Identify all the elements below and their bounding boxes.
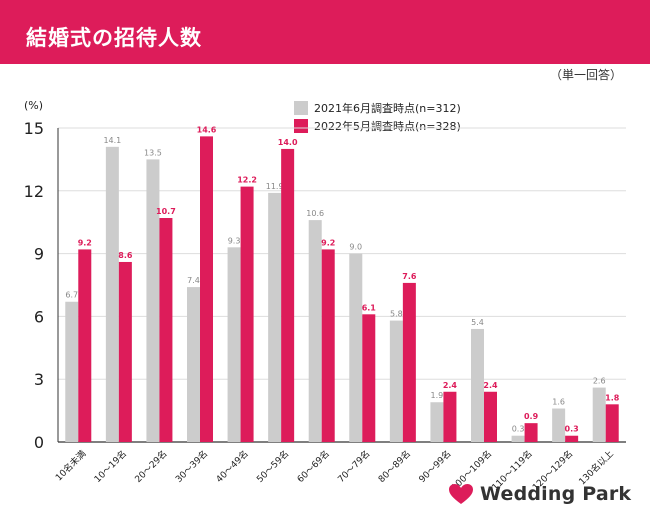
bar-2022 [118,261,132,442]
data-label: 2.4 [443,381,458,390]
y-axis-unit: (%) [24,99,44,112]
bar-2022 [605,404,619,442]
bar-2021 [187,287,200,442]
legend-swatch-2022 [294,119,308,133]
data-label: 8.6 [118,251,133,260]
data-label: 0.9 [524,412,539,421]
data-label: 2.4 [483,381,498,390]
x-tick-label: 20〜29名 [132,448,169,485]
bar-2021 [592,387,606,442]
answer-type-note: （単一回答） [549,68,622,82]
page-title: 結婚式の招待人数 [26,26,202,50]
data-label: 14.0 [278,138,298,147]
x-tick-label: 80〜89名 [376,448,413,485]
bar-2022 [159,218,173,442]
bar-2022 [78,249,92,442]
bar-2021 [511,435,525,442]
legend-swatch-2021 [294,101,308,115]
x-tick-label: 70〜79名 [335,448,372,485]
legend-label-2022: 2022年5月調査時点(n=328) [314,120,461,133]
header-banner: 結婚式の招待人数 [0,0,650,64]
bar-2021 [349,253,363,442]
bar-2022 [362,314,376,442]
x-tick-label: 40〜49名 [213,448,250,485]
x-tick-label: 30〜39名 [173,448,210,485]
x-tick-label: 60〜69名 [294,448,331,485]
chart-legend: 2021年6月調査時点(n=312) 2022年5月調査時点(n=328) [294,100,650,136]
data-label: 6.7 [65,291,78,300]
y-tick-label: 6 [34,307,44,326]
bar-2022 [200,136,213,442]
data-label: 5.4 [471,318,484,327]
data-label: 10.7 [156,207,176,216]
data-label: 7.6 [402,272,417,281]
data-label: 9.2 [321,238,335,247]
x-tick-label: 10〜19名 [92,448,129,485]
legend-item-2021: 2021年6月調査時点(n=312) [294,100,461,116]
x-tick-label: 50〜59名 [254,448,291,485]
y-tick-label: 15 [24,119,44,138]
bar-2022 [281,148,295,442]
y-tick-label: 9 [34,245,44,264]
data-label: 1.8 [605,393,620,402]
bar-2021 [308,220,322,442]
bar-2022 [524,423,538,442]
bar-2022 [443,391,457,442]
bar-2022 [402,282,416,442]
bar-2022 [321,249,335,442]
y-tick-label: 3 [34,370,44,389]
data-label: 10.6 [306,209,324,218]
data-label: 0.3 [565,425,579,434]
data-label: 13.5 [144,148,162,157]
bar-2021 [389,320,403,442]
y-tick-label: 0 [34,433,44,452]
x-tick-label: 10名未満 [53,448,89,484]
data-label: 1.9 [431,391,444,400]
wedding-park-logo: Wedding Park [448,483,631,505]
bar-2021 [430,402,444,442]
bar-2022 [484,391,497,442]
data-label: 7.4 [187,276,200,285]
data-label: 9.2 [78,238,92,247]
bar-2021 [105,146,119,442]
data-label: 9.0 [349,243,362,252]
bar-2021 [268,192,282,442]
bar-2021 [146,159,160,442]
data-label: 1.6 [552,398,565,407]
y-tick-label: 12 [24,182,44,201]
data-label: 14.1 [103,136,121,145]
logo-text: Wedding Park [480,483,632,505]
bar-2021 [65,301,79,442]
data-label: 9.3 [228,236,241,245]
data-label: 14.6 [197,125,217,134]
legend-label-2021: 2021年6月調査時点(n=312) [314,102,461,115]
data-label: 6.1 [362,303,377,312]
x-tick-label: 130名以上 [576,448,616,488]
data-label: 2.6 [593,377,606,386]
data-label: 0.3 [512,425,525,434]
heart-icon [449,484,473,504]
bar-2022 [565,435,579,442]
bar-2022 [240,186,254,442]
bar-2021 [552,408,566,442]
data-label: 5.8 [390,310,403,319]
data-label: 12.2 [237,176,257,185]
bar-2021 [471,328,484,442]
data-label: 11.9 [266,182,284,191]
bar-2021 [227,247,241,442]
legend-item-2022: 2022年5月調査時点(n=328) [294,118,461,134]
x-tick-label: 90〜99名 [416,448,453,485]
